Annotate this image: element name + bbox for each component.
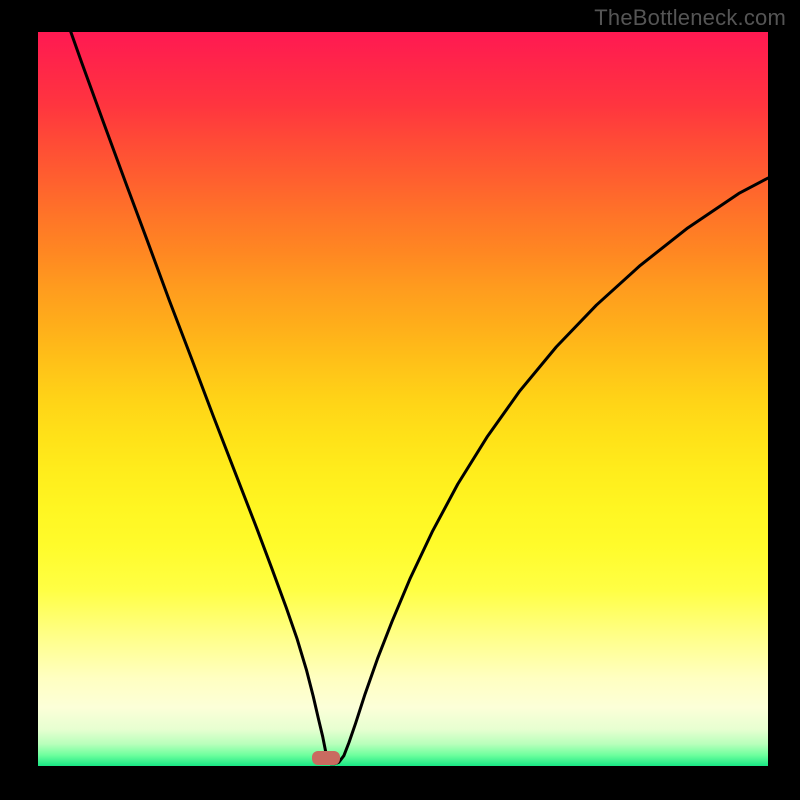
optimum-marker <box>312 751 340 765</box>
bottleneck-curve <box>0 0 800 800</box>
chart-container: TheBottleneck.com <box>0 0 800 800</box>
watermark-text: TheBottleneck.com <box>594 5 786 31</box>
